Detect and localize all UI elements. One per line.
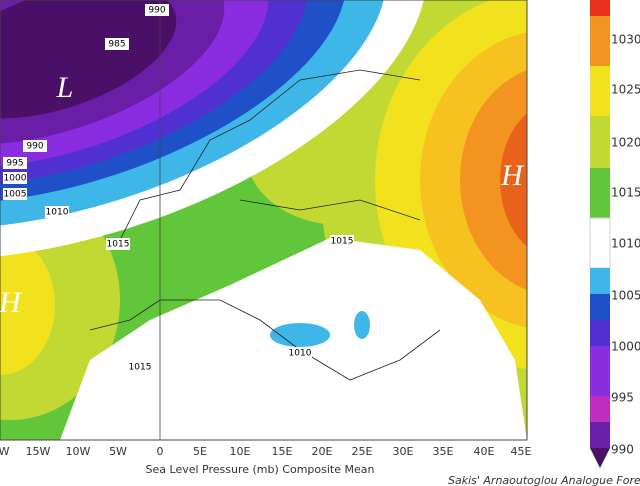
label-box — [45, 206, 69, 218]
label-box — [3, 188, 27, 200]
x-axis-label: 25E — [352, 445, 373, 458]
label-box — [3, 157, 27, 169]
x-axis-label: 45E — [511, 445, 532, 458]
map — [0, 0, 527, 440]
contour-label: 985 — [108, 40, 125, 50]
pressure-center: L — [326, 301, 344, 334]
label-box — [330, 235, 354, 247]
contour-label: 995 — [6, 159, 23, 169]
contour-label: 1010 — [46, 208, 69, 218]
x-axis-label: 15E — [272, 445, 293, 458]
colorbar-label: 1030 — [611, 33, 640, 47]
x-axis-label: 5W — [109, 445, 127, 458]
contour-label: 990 — [148, 6, 165, 16]
colorbar-label: 995 — [611, 391, 634, 405]
credit: Sakis' Arnaoutoglou Analogue Forecast — [448, 474, 640, 486]
x-axis-label: 15W — [26, 445, 51, 458]
colorbar — [589, 0, 611, 468]
contour-label: 1015 — [129, 363, 152, 373]
contour-label: 1000 — [4, 174, 27, 184]
colorbar-label: 1020 — [611, 136, 640, 150]
x-axis-label: 5E — [193, 445, 207, 458]
label-box — [106, 238, 130, 250]
colorbar-label: 1015 — [611, 186, 640, 200]
colorbar-label: 1005 — [611, 289, 640, 303]
contour-label: 1015 — [107, 240, 130, 250]
x-axis-label: 35E — [433, 445, 454, 458]
x-axis-label: 0 — [157, 445, 164, 458]
colorbar-label: 1010 — [611, 237, 640, 251]
label-box — [105, 38, 129, 50]
contour-label: 1005 — [4, 190, 27, 200]
contour-label: 1015 — [331, 237, 354, 247]
colorbar-label: 1025 — [611, 83, 640, 97]
map-frame — [0, 0, 528, 441]
x-axis-label: 40E — [474, 445, 495, 458]
pressure-center: L — [56, 71, 74, 104]
contour-label: 990 — [26, 142, 43, 152]
x-axis-label: 30E — [393, 445, 414, 458]
label-box — [3, 172, 27, 184]
label-box — [145, 4, 169, 16]
label-box — [128, 361, 152, 373]
map-title: Sea Level Pressure (mb) Composite Mean — [146, 463, 375, 476]
colorbar-label: 990 — [611, 443, 634, 457]
x-axis-label: 20E — [312, 445, 333, 458]
colorbar-label: 1000 — [611, 340, 640, 354]
pressure-center: H — [500, 159, 525, 192]
label-box — [288, 347, 312, 359]
contour-label: 1010 — [289, 349, 312, 359]
x-axis-label: W — [0, 445, 10, 458]
x-axis-label: 10E — [230, 445, 251, 458]
label-box — [23, 140, 47, 152]
pressure-center: H — [0, 286, 23, 319]
x-axis-label: 10W — [66, 445, 91, 458]
